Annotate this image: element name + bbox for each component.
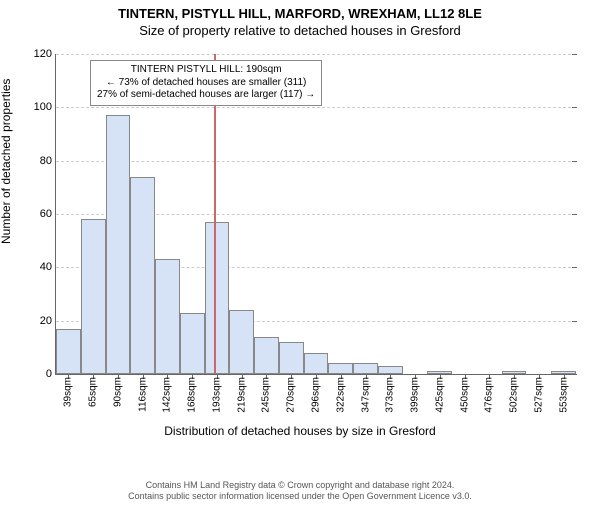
- y-tick-label: 120: [34, 48, 56, 60]
- x-tick-label: 527sqm: [533, 374, 544, 413]
- annotation-line2: ← 73% of detached houses are smaller (31…: [97, 77, 315, 90]
- footer-line1: Contains HM Land Registry data © Crown c…: [0, 480, 600, 491]
- x-tick-label: 245sqm: [261, 374, 272, 413]
- annotation-line3: 27% of semi-detached houses are larger (…: [97, 89, 315, 102]
- x-axis-label: Distribution of detached houses by size …: [0, 424, 600, 438]
- x-tick-label: 425sqm: [434, 374, 445, 413]
- histogram-bar: [229, 310, 254, 374]
- y-tick-label: 0: [46, 368, 56, 380]
- x-tick-label: 116sqm: [137, 374, 148, 412]
- x-tick-label: 373sqm: [385, 374, 396, 413]
- histogram-bar: [205, 222, 230, 374]
- y-tick-label: 20: [40, 315, 56, 327]
- y-tick-label: 60: [40, 208, 56, 220]
- x-tick-label: 270sqm: [286, 374, 297, 413]
- x-tick-label: 65sqm: [88, 374, 99, 407]
- x-tick-label: 142sqm: [162, 374, 173, 413]
- chart-area: Number of detached properties 0204060801…: [0, 44, 600, 444]
- y-tick-mark: [572, 107, 577, 108]
- y-tick-label: 80: [40, 155, 56, 167]
- x-tick-label: 193sqm: [211, 374, 222, 413]
- y-axis-label: Number of detached properties: [0, 79, 13, 244]
- y-tick-mark: [572, 214, 577, 215]
- x-tick-label: 219sqm: [236, 374, 247, 413]
- footer-line2: Contains public sector information licen…: [0, 491, 600, 502]
- y-tick-mark: [572, 321, 577, 322]
- annotation-box: TINTERN PISTYLL HILL: 190sqm ← 73% of de…: [90, 60, 322, 106]
- histogram-bar: [81, 219, 106, 374]
- histogram-bar: [279, 342, 304, 374]
- y-tick-mark: [572, 374, 577, 375]
- y-tick-mark: [572, 267, 577, 268]
- histogram-bar: [130, 177, 155, 374]
- y-tick-label: 40: [40, 261, 56, 273]
- x-tick-label: 168sqm: [187, 374, 198, 413]
- x-tick-label: 502sqm: [509, 374, 520, 413]
- annotation-line1: TINTERN PISTYLL HILL: 190sqm: [97, 64, 315, 77]
- histogram-bar: [106, 115, 131, 374]
- x-tick-label: 347sqm: [360, 374, 371, 413]
- histogram-bar: [304, 353, 329, 374]
- footer-attribution: Contains HM Land Registry data © Crown c…: [0, 480, 600, 502]
- chart-title-sub: Size of property relative to detached ho…: [0, 23, 600, 38]
- gridline: [56, 54, 576, 55]
- x-tick-label: 296sqm: [311, 374, 322, 413]
- gridline: [56, 161, 576, 162]
- x-tick-label: 39sqm: [63, 374, 74, 407]
- x-tick-label: 450sqm: [459, 374, 470, 413]
- histogram-bar: [56, 329, 81, 374]
- x-tick-label: 476sqm: [484, 374, 495, 413]
- x-tick-label: 399sqm: [410, 374, 421, 413]
- y-tick-mark: [572, 161, 577, 162]
- plot-area: 02040608010012039sqm65sqm90sqm116sqm142s…: [55, 54, 576, 375]
- histogram-bar: [378, 366, 403, 374]
- histogram-bar: [328, 363, 353, 374]
- histogram-bar: [180, 313, 205, 374]
- histogram-bar: [353, 363, 378, 374]
- x-tick-label: 322sqm: [335, 374, 346, 413]
- y-tick-mark: [572, 54, 577, 55]
- y-tick-label: 100: [34, 101, 56, 113]
- histogram-bar: [254, 337, 279, 374]
- histogram-bar: [155, 259, 180, 374]
- chart-title-main: TINTERN, PISTYLL HILL, MARFORD, WREXHAM,…: [0, 6, 600, 21]
- x-tick-label: 90sqm: [112, 374, 123, 407]
- gridline: [56, 107, 576, 108]
- x-tick-label: 553sqm: [558, 374, 569, 413]
